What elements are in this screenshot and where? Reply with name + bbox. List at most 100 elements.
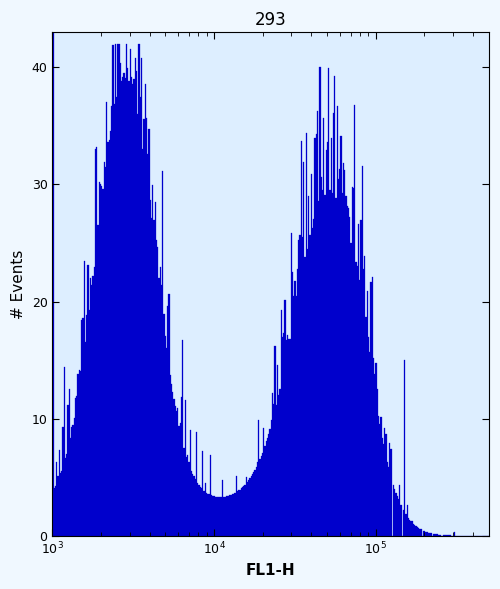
Bar [174,406,176,536]
Bar [434,534,436,536]
Bar [124,78,126,536]
Bar [208,494,210,536]
Bar [410,521,412,536]
Bar [172,392,174,536]
Bar [100,184,101,536]
Bar [287,335,288,536]
Bar [181,397,182,536]
Bar [338,180,339,536]
Bar [306,133,307,536]
Bar [127,68,128,536]
Bar [141,58,142,536]
Bar [62,427,64,536]
Bar [248,480,250,536]
Bar [227,496,228,536]
Bar [218,497,220,536]
Bar [346,206,348,536]
Bar [240,488,242,536]
Bar [102,189,104,536]
Bar [138,44,140,536]
Bar [110,131,111,536]
Bar [212,496,214,536]
Bar [242,487,243,536]
Bar [161,284,162,536]
Bar [243,486,244,536]
Bar [65,458,66,536]
Bar [350,243,352,536]
Bar [112,45,114,536]
Bar [94,267,95,536]
Bar [399,485,400,536]
Bar [191,471,192,536]
Bar [394,489,396,536]
Bar [349,217,350,536]
Bar [419,529,420,536]
Bar [304,257,306,536]
Bar [217,497,218,536]
Bar [364,256,366,536]
Bar [403,510,404,536]
Bar [276,405,277,536]
Bar [234,493,236,536]
Bar [147,154,148,536]
Bar [237,491,238,536]
Bar [293,296,294,536]
Bar [201,488,202,536]
Bar [154,202,156,536]
Bar [206,492,207,536]
Bar [246,477,247,536]
Bar [72,425,74,536]
Bar [414,525,416,536]
Bar [258,419,260,536]
Bar [354,105,356,536]
Bar [257,462,258,536]
Bar [408,518,409,536]
Bar [388,467,389,536]
Bar [121,81,122,536]
Title: 293: 293 [255,11,286,29]
Bar [148,129,150,536]
Bar [383,444,384,536]
Bar [198,485,200,536]
Bar [216,497,217,536]
Bar [224,497,226,536]
Bar [353,187,354,536]
Bar [262,452,263,536]
Bar [343,163,344,536]
Bar [363,269,364,536]
Bar [270,421,272,536]
Bar [60,473,61,536]
Bar [277,365,278,536]
Bar [333,113,334,536]
Bar [307,249,308,536]
Bar [438,535,439,536]
Bar [204,483,206,536]
Bar [336,106,338,536]
Bar [340,136,342,536]
Bar [210,455,211,536]
Bar [282,336,283,536]
Bar [194,479,196,536]
Bar [233,494,234,536]
Bar [284,300,286,536]
Bar [302,237,303,536]
Bar [120,62,121,536]
Bar [374,374,376,536]
Bar [312,228,313,536]
Bar [222,480,224,536]
Bar [413,524,414,536]
Bar [370,282,372,536]
Bar [105,167,106,536]
Bar [160,267,161,536]
Bar [214,497,216,536]
Bar [128,81,130,536]
Bar [226,497,227,536]
Bar [78,370,80,536]
Bar [177,408,178,536]
Bar [176,411,177,536]
Bar [200,487,201,536]
Bar [274,346,276,536]
Bar [322,190,323,536]
Bar [244,485,246,536]
Bar [424,531,426,536]
